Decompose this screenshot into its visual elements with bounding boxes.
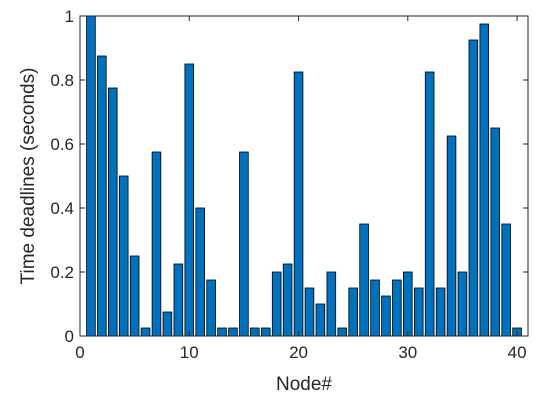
bar-node-21 [304,287,315,337]
bar-node-22 [315,303,326,337]
y-tick-label: 0.2 [50,263,74,282]
x-tick-label: 20 [289,343,308,362]
y-tick-label: 0.6 [50,135,74,154]
y-axis-ticks: 0 0.2 0.4 0.6 0.8 1 [50,7,528,346]
bar-node-13 [217,327,227,337]
x-tick-label: 30 [398,343,417,362]
bar-node-26 [359,223,369,337]
x-tick-label: 10 [180,343,199,362]
x-axis-label: Node# [276,374,332,395]
bar-node-6 [140,327,151,337]
bar-node-39 [501,223,511,337]
bar-node-19 [282,263,293,337]
bar-node-3 [108,87,118,337]
bar-node-2 [97,55,107,337]
x-tick-label: 40 [508,343,527,362]
bar-node-29 [392,279,402,337]
y-tick-label: 1 [65,7,74,26]
plot-area-border [79,15,529,337]
bar-node-38 [490,127,500,337]
bar-node-9 [173,263,184,337]
y-tick-label: 0.4 [50,199,74,218]
bar-node-11 [195,207,205,337]
bar-node-36 [468,39,479,337]
bar-node-32 [424,71,435,337]
bar-node-4 [118,175,129,337]
bar-node-31 [413,287,424,337]
bar-node-27 [370,279,380,337]
bar-node-30 [403,271,413,337]
y-tick-label: 0.8 [50,71,74,90]
bar-node-35 [457,271,468,337]
bar-node-1 [86,15,96,337]
x-axis-ticks: 0 10 20 30 40 [75,16,527,362]
bar-node-23 [326,271,337,337]
bar-node-16 [250,327,260,337]
bar-node-24 [337,327,348,337]
bar-node-37 [479,23,490,337]
x-tick-label: 0 [75,343,84,362]
bar-node-12 [206,279,216,337]
bar-node-18 [271,271,282,337]
bars-group [86,15,522,337]
y-axis-label: Time deadlines (seconds) [18,68,39,285]
bar-node-7 [151,151,162,337]
bar-node-15 [239,151,249,337]
bar-node-17 [260,327,271,337]
bar-node-28 [381,295,391,337]
bar-node-20 [293,71,304,337]
bar-node-8 [162,311,173,337]
bar-node-33 [435,287,446,337]
bar-node-14 [228,327,238,337]
bar-node-34 [446,135,457,337]
y-tick-label: 0 [65,327,74,346]
bar-node-25 [348,287,358,337]
bar-node-10 [184,63,195,337]
bar-node-5 [129,255,140,337]
